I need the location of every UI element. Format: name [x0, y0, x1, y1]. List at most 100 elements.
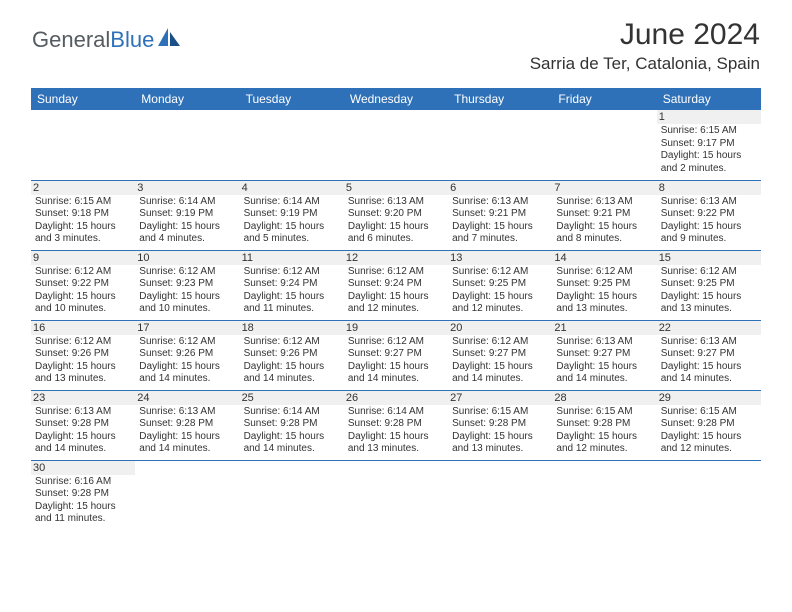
- calendar-day: 17Sunrise: 6:12 AMSunset: 9:26 PMDayligh…: [135, 320, 239, 390]
- calendar-day: 18Sunrise: 6:12 AMSunset: 9:26 PMDayligh…: [240, 320, 344, 390]
- calendar-day: 15Sunrise: 6:12 AMSunset: 9:25 PMDayligh…: [657, 250, 761, 320]
- day-info: Sunrise: 6:15 AMSunset: 9:28 PMDaylight:…: [452, 406, 548, 456]
- calendar-day: 11Sunrise: 6:12 AMSunset: 9:24 PMDayligh…: [240, 250, 344, 320]
- location: Sarria de Ter, Catalonia, Spain: [530, 54, 760, 74]
- calendar-day: 10Sunrise: 6:12 AMSunset: 9:23 PMDayligh…: [135, 250, 239, 320]
- day-number: 26: [344, 391, 448, 405]
- calendar-day: 25Sunrise: 6:14 AMSunset: 9:28 PMDayligh…: [240, 390, 344, 460]
- day-info: Sunrise: 6:15 AMSunset: 9:28 PMDaylight:…: [661, 406, 757, 456]
- day-info: Sunrise: 6:12 AMSunset: 9:24 PMDaylight:…: [244, 266, 340, 316]
- calendar-day: 23Sunrise: 6:13 AMSunset: 9:28 PMDayligh…: [31, 390, 135, 460]
- day-info: Sunrise: 6:13 AMSunset: 9:21 PMDaylight:…: [452, 196, 548, 246]
- title-block: June 2024 Sarria de Ter, Catalonia, Spai…: [530, 18, 760, 74]
- calendar-day: 26Sunrise: 6:14 AMSunset: 9:28 PMDayligh…: [344, 390, 448, 460]
- day-info: Sunrise: 6:14 AMSunset: 9:19 PMDaylight:…: [244, 196, 340, 246]
- day-info: Sunrise: 6:13 AMSunset: 9:28 PMDaylight:…: [35, 406, 131, 456]
- calendar-row: 30Sunrise: 6:16 AMSunset: 9:28 PMDayligh…: [31, 460, 761, 530]
- calendar-empty: [552, 460, 656, 530]
- day-number: 20: [448, 321, 552, 335]
- day-number: 24: [135, 391, 239, 405]
- day-number: 7: [552, 181, 656, 195]
- calendar-day: 14Sunrise: 6:12 AMSunset: 9:25 PMDayligh…: [552, 250, 656, 320]
- sails-icon: [156, 26, 182, 53]
- day-info: Sunrise: 6:15 AMSunset: 9:18 PMDaylight:…: [35, 196, 131, 246]
- calendar-empty: [448, 460, 552, 530]
- weekday-header: Tuesday: [240, 88, 344, 110]
- day-number: 5: [344, 181, 448, 195]
- calendar-empty: [344, 460, 448, 530]
- calendar-empty: [135, 110, 239, 180]
- day-info: Sunrise: 6:13 AMSunset: 9:20 PMDaylight:…: [348, 196, 444, 246]
- calendar-empty: [31, 110, 135, 180]
- calendar-day: 13Sunrise: 6:12 AMSunset: 9:25 PMDayligh…: [448, 250, 552, 320]
- calendar-table: SundayMondayTuesdayWednesdayThursdayFrid…: [31, 88, 761, 530]
- day-number: 8: [657, 181, 761, 195]
- day-info: Sunrise: 6:16 AMSunset: 9:28 PMDaylight:…: [35, 476, 131, 526]
- calendar-day: 29Sunrise: 6:15 AMSunset: 9:28 PMDayligh…: [657, 390, 761, 460]
- logo: GeneralBlue: [32, 26, 182, 53]
- calendar-day: 30Sunrise: 6:16 AMSunset: 9:28 PMDayligh…: [31, 460, 135, 530]
- calendar-row: 16Sunrise: 6:12 AMSunset: 9:26 PMDayligh…: [31, 320, 761, 390]
- day-info: Sunrise: 6:14 AMSunset: 9:28 PMDaylight:…: [348, 406, 444, 456]
- day-number: 22: [657, 321, 761, 335]
- calendar-empty: [240, 110, 344, 180]
- day-number: 23: [31, 391, 135, 405]
- day-info: Sunrise: 6:12 AMSunset: 9:26 PMDaylight:…: [35, 336, 131, 386]
- day-number: 25: [240, 391, 344, 405]
- calendar-empty: [552, 110, 656, 180]
- day-number: 13: [448, 251, 552, 265]
- day-number: 29: [657, 391, 761, 405]
- day-number: 19: [344, 321, 448, 335]
- calendar-body: 1Sunrise: 6:15 AMSunset: 9:17 PMDaylight…: [31, 110, 761, 530]
- day-number: 9: [31, 251, 135, 265]
- day-number: 3: [135, 181, 239, 195]
- day-number: 18: [240, 321, 344, 335]
- weekday-header: Sunday: [31, 88, 135, 110]
- day-info: Sunrise: 6:13 AMSunset: 9:27 PMDaylight:…: [556, 336, 652, 386]
- day-number: 17: [135, 321, 239, 335]
- day-number: 16: [31, 321, 135, 335]
- day-info: Sunrise: 6:13 AMSunset: 9:27 PMDaylight:…: [661, 336, 757, 386]
- day-info: Sunrise: 6:13 AMSunset: 9:28 PMDaylight:…: [139, 406, 235, 456]
- calendar-row: 2Sunrise: 6:15 AMSunset: 9:18 PMDaylight…: [31, 180, 761, 250]
- weekday-header: Thursday: [448, 88, 552, 110]
- calendar-day: 19Sunrise: 6:12 AMSunset: 9:27 PMDayligh…: [344, 320, 448, 390]
- day-number: 10: [135, 251, 239, 265]
- day-number: 11: [240, 251, 344, 265]
- weekday-header: Friday: [552, 88, 656, 110]
- day-number: 6: [448, 181, 552, 195]
- day-info: Sunrise: 6:12 AMSunset: 9:27 PMDaylight:…: [452, 336, 548, 386]
- calendar-day: 22Sunrise: 6:13 AMSunset: 9:27 PMDayligh…: [657, 320, 761, 390]
- day-number: 12: [344, 251, 448, 265]
- day-info: Sunrise: 6:12 AMSunset: 9:27 PMDaylight:…: [348, 336, 444, 386]
- day-number: 28: [552, 391, 656, 405]
- day-info: Sunrise: 6:15 AMSunset: 9:28 PMDaylight:…: [556, 406, 652, 456]
- calendar-day: 8Sunrise: 6:13 AMSunset: 9:22 PMDaylight…: [657, 180, 761, 250]
- day-info: Sunrise: 6:12 AMSunset: 9:26 PMDaylight:…: [139, 336, 235, 386]
- calendar-row: 1Sunrise: 6:15 AMSunset: 9:17 PMDaylight…: [31, 110, 761, 180]
- day-number: 2: [31, 181, 135, 195]
- day-number: 1: [657, 110, 761, 124]
- day-number: 14: [552, 251, 656, 265]
- day-number: 15: [657, 251, 761, 265]
- weekday-header: Saturday: [657, 88, 761, 110]
- weekday-header-row: SundayMondayTuesdayWednesdayThursdayFrid…: [31, 88, 761, 110]
- day-info: Sunrise: 6:14 AMSunset: 9:19 PMDaylight:…: [139, 196, 235, 246]
- calendar-day: 12Sunrise: 6:12 AMSunset: 9:24 PMDayligh…: [344, 250, 448, 320]
- day-info: Sunrise: 6:13 AMSunset: 9:21 PMDaylight:…: [556, 196, 652, 246]
- calendar-day: 21Sunrise: 6:13 AMSunset: 9:27 PMDayligh…: [552, 320, 656, 390]
- day-info: Sunrise: 6:12 AMSunset: 9:26 PMDaylight:…: [244, 336, 340, 386]
- calendar-day: 28Sunrise: 6:15 AMSunset: 9:28 PMDayligh…: [552, 390, 656, 460]
- day-number: 4: [240, 181, 344, 195]
- day-info: Sunrise: 6:14 AMSunset: 9:28 PMDaylight:…: [244, 406, 340, 456]
- calendar-day: 4Sunrise: 6:14 AMSunset: 9:19 PMDaylight…: [240, 180, 344, 250]
- calendar-empty: [344, 110, 448, 180]
- day-number: 27: [448, 391, 552, 405]
- calendar-day: 1Sunrise: 6:15 AMSunset: 9:17 PMDaylight…: [657, 110, 761, 180]
- calendar-empty: [240, 460, 344, 530]
- day-info: Sunrise: 6:15 AMSunset: 9:17 PMDaylight:…: [661, 125, 757, 175]
- day-info: Sunrise: 6:12 AMSunset: 9:24 PMDaylight:…: [348, 266, 444, 316]
- calendar-day: 5Sunrise: 6:13 AMSunset: 9:20 PMDaylight…: [344, 180, 448, 250]
- day-info: Sunrise: 6:12 AMSunset: 9:25 PMDaylight:…: [452, 266, 548, 316]
- calendar-day: 7Sunrise: 6:13 AMSunset: 9:21 PMDaylight…: [552, 180, 656, 250]
